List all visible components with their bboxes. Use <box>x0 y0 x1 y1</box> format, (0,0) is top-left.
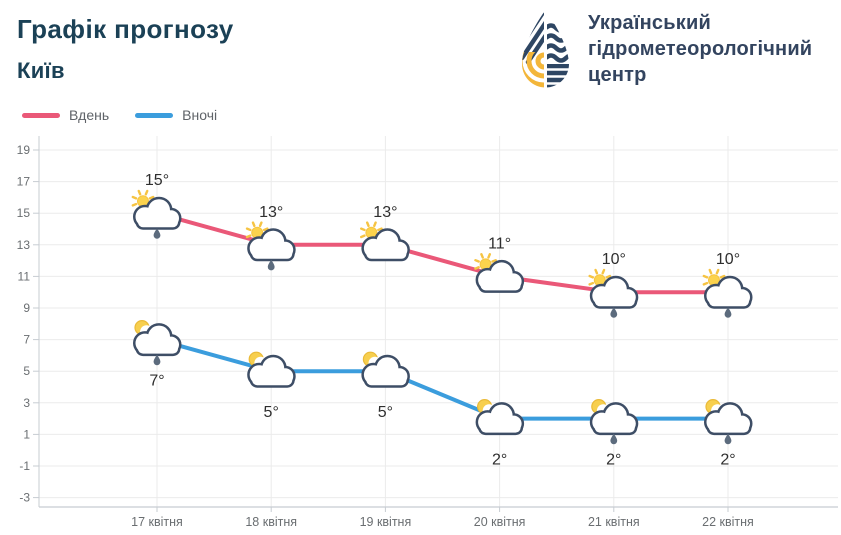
x-tick-label: 21 квітня <box>588 515 640 529</box>
sun-cloud-rain-icon <box>702 268 753 318</box>
org-logo: Український гідрометеорологічний центр <box>514 6 812 92</box>
moon-cloud-rain-icon <box>133 320 182 366</box>
x-tick-label: 20 квітня <box>474 515 526 529</box>
y-tick-label: 5 <box>23 364 30 378</box>
x-tick-label: 17 квітня <box>131 515 183 529</box>
rain-drop-icon <box>153 228 161 239</box>
rain-drop-icon <box>153 354 161 366</box>
org-name: Український гідрометеорологічний центр <box>588 10 812 88</box>
moon-cloud-rain-icon <box>704 399 753 445</box>
temp-label: 5° <box>378 404 393 421</box>
rain-drop-icon <box>610 433 618 445</box>
y-tick-label: 7 <box>23 333 30 347</box>
moon-cloud-icon <box>247 351 296 388</box>
logo-drop-icon <box>522 10 569 88</box>
series-line-Вдень <box>155 211 730 295</box>
forecast-chart: 19 17 15 13 11 9 7 5 3 1 -1 -3 17 квітня 18 квітня 19 … <box>0 130 841 535</box>
x-tick-label: 22 квітня <box>702 515 754 529</box>
x-tick-label: 18 квітня <box>245 515 297 529</box>
y-tick-label: 19 <box>17 143 31 157</box>
y-tick-label: 3 <box>23 396 30 410</box>
city-subtitle: Київ <box>17 58 65 83</box>
temp-label: 5° <box>264 404 279 421</box>
legend-swatch-day-icon <box>22 112 60 118</box>
legend-label-night: Вночі <box>182 107 218 123</box>
y-tick-label: 9 <box>23 301 30 315</box>
header: Графік прогнозу Київ <box>17 14 234 84</box>
temp-label: 10° <box>716 251 740 268</box>
y-tick-label: 1 <box>23 427 30 441</box>
series-line-Вночі <box>155 337 730 421</box>
temp-label: 2° <box>606 452 621 469</box>
sun-cloud-icon <box>360 221 410 262</box>
sun-cloud-rain-icon <box>131 189 182 239</box>
rain-drop-icon <box>724 433 732 445</box>
x-tick-label: 19 квітня <box>360 515 412 529</box>
y-tick-label: -1 <box>19 459 30 473</box>
temp-label: 7° <box>149 373 164 390</box>
y-tick-label: 11 <box>18 269 31 283</box>
rain-drop-icon <box>724 307 732 318</box>
legend-swatch-night-icon <box>135 112 174 118</box>
forecast-chart-svg: 19 17 15 13 11 9 7 5 3 1 -1 -3 17 квітня 18 квітня 19 … <box>17 136 838 529</box>
legend-item-day: Вдень <box>22 107 109 123</box>
moon-cloud-icon <box>361 351 410 388</box>
moon-cloud-rain-icon <box>589 399 639 445</box>
sun-cloud-icon <box>474 253 525 293</box>
rain-drop-icon <box>267 259 275 271</box>
legend-label-day: Вдень <box>69 107 110 123</box>
y-tick-label: -3 <box>19 491 30 505</box>
y-tick-label: 13 <box>17 238 31 252</box>
temp-label: 2° <box>492 452 507 469</box>
chart-legend: Вдень Вночі <box>22 107 217 123</box>
rain-drop-icon <box>610 307 618 318</box>
legend-item-night: Вночі <box>135 107 217 123</box>
temp-label: 10° <box>602 251 626 268</box>
temp-label: 2° <box>720 452 735 469</box>
moon-cloud-icon <box>475 399 525 436</box>
temp-label: 13° <box>259 204 283 221</box>
org-name-line1: Український <box>588 12 711 34</box>
temp-label: 13° <box>373 204 397 221</box>
y-tick-label: 17 <box>17 175 31 189</box>
y-tick-label: 15 <box>17 206 31 220</box>
sun-cloud-rain-icon <box>245 221 296 271</box>
org-name-line2: гідрометеорологічний <box>588 38 813 60</box>
page-title: Графік прогнозу <box>17 14 234 44</box>
temp-label: 11° <box>488 235 511 252</box>
temp-label: 15° <box>145 172 169 189</box>
org-name-line3: центр <box>588 64 647 86</box>
sun-cloud-rain-icon <box>588 268 639 318</box>
